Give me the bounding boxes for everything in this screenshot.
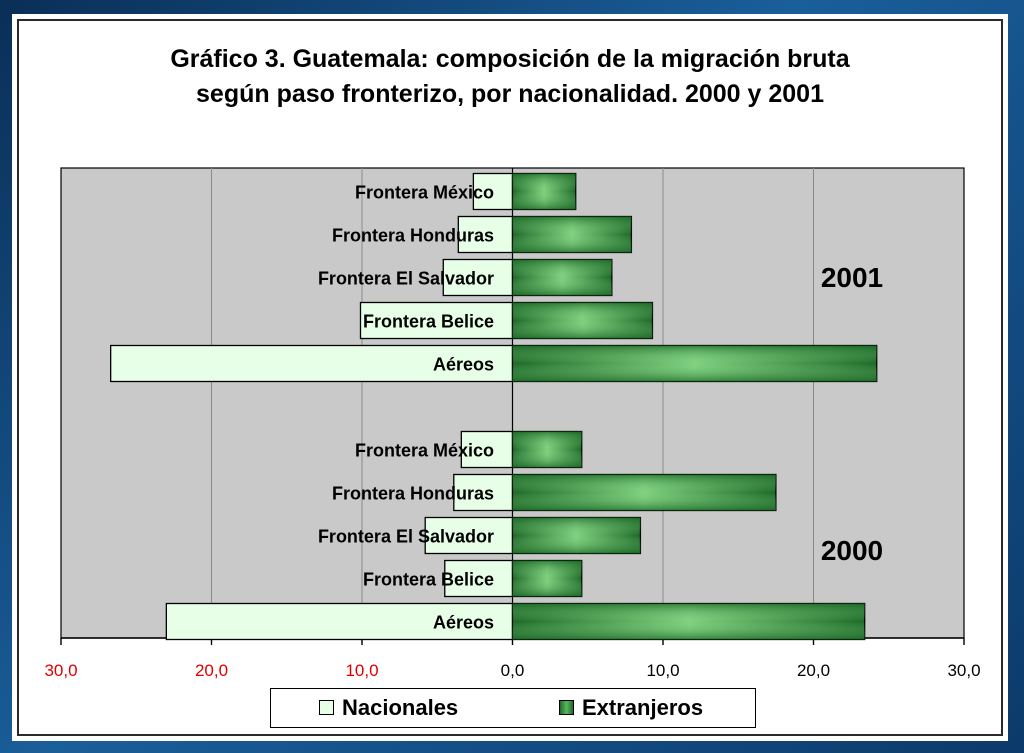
category-label: Frontera El Salvador bbox=[318, 269, 494, 289]
bar-extranjeros-shade bbox=[512, 431, 582, 468]
x-tick-label: 30,0 bbox=[44, 661, 77, 680]
category-label: Frontera Honduras bbox=[332, 226, 494, 246]
x-tick-label: 20,0 bbox=[797, 661, 830, 680]
bar-extranjeros-shade bbox=[512, 474, 776, 511]
category-label: Aéreos bbox=[433, 355, 494, 375]
legend-label-extranjeros: Extranjeros bbox=[582, 694, 704, 720]
bar-extranjeros-shade bbox=[512, 216, 632, 253]
x-tick-label: 30,0 bbox=[947, 661, 980, 680]
category-label: Frontera El Salvador bbox=[318, 527, 494, 547]
x-tick-label: 10,0 bbox=[646, 661, 679, 680]
category-label: Frontera Belice bbox=[363, 570, 494, 590]
legend-label-nacionales: Nacionales bbox=[342, 694, 459, 720]
x-tick-label: 20,0 bbox=[195, 661, 228, 680]
bar-extranjeros-shade bbox=[512, 560, 582, 597]
x-tick-label: 10,0 bbox=[345, 661, 378, 680]
legend-item-extranjeros: Extranjeros bbox=[559, 689, 703, 726]
bar-nacionales bbox=[442, 258, 514, 297]
group-label-2000: 2000 bbox=[821, 535, 883, 566]
category-label: Frontera Honduras bbox=[332, 484, 494, 504]
legend-swatch-extranjeros bbox=[559, 700, 574, 715]
category-label: Frontera México bbox=[355, 441, 494, 461]
bar-nacionales bbox=[453, 473, 514, 512]
bar-nacionales bbox=[472, 172, 514, 211]
bar-nacionales bbox=[359, 301, 514, 340]
category-label: Aéreos bbox=[433, 613, 494, 633]
chart-title: Gráfico 3. Guatemala: composición de la … bbox=[170, 45, 850, 108]
bar-nacionales bbox=[165, 602, 514, 641]
bar-extranjeros-shade bbox=[512, 345, 877, 382]
group-label-2001: 2001 bbox=[821, 262, 883, 293]
bar-nacionales bbox=[110, 344, 514, 383]
category-label: Frontera México bbox=[355, 183, 494, 203]
bar-nacionales bbox=[457, 215, 514, 254]
bar-extranjeros-shade bbox=[512, 259, 612, 296]
x-tick-label: 0,0 bbox=[501, 661, 525, 680]
category-label: Frontera Belice bbox=[363, 312, 494, 332]
bar-extranjeros-shade bbox=[512, 603, 865, 640]
legend-swatch-nacionales bbox=[319, 700, 334, 715]
bar-extranjeros-shade bbox=[512, 302, 653, 339]
legend: Nacionales Extranjeros bbox=[270, 688, 756, 728]
bar-extranjeros-shade bbox=[512, 173, 576, 210]
plot-area: 30,0 20,0 10,0 0,0 10,0 20,0 30,0 Frontera Méxi… bbox=[44, 167, 981, 680]
legend-item-nacionales: Nacionales bbox=[319, 689, 458, 726]
bar-extranjeros-shade bbox=[512, 517, 641, 554]
